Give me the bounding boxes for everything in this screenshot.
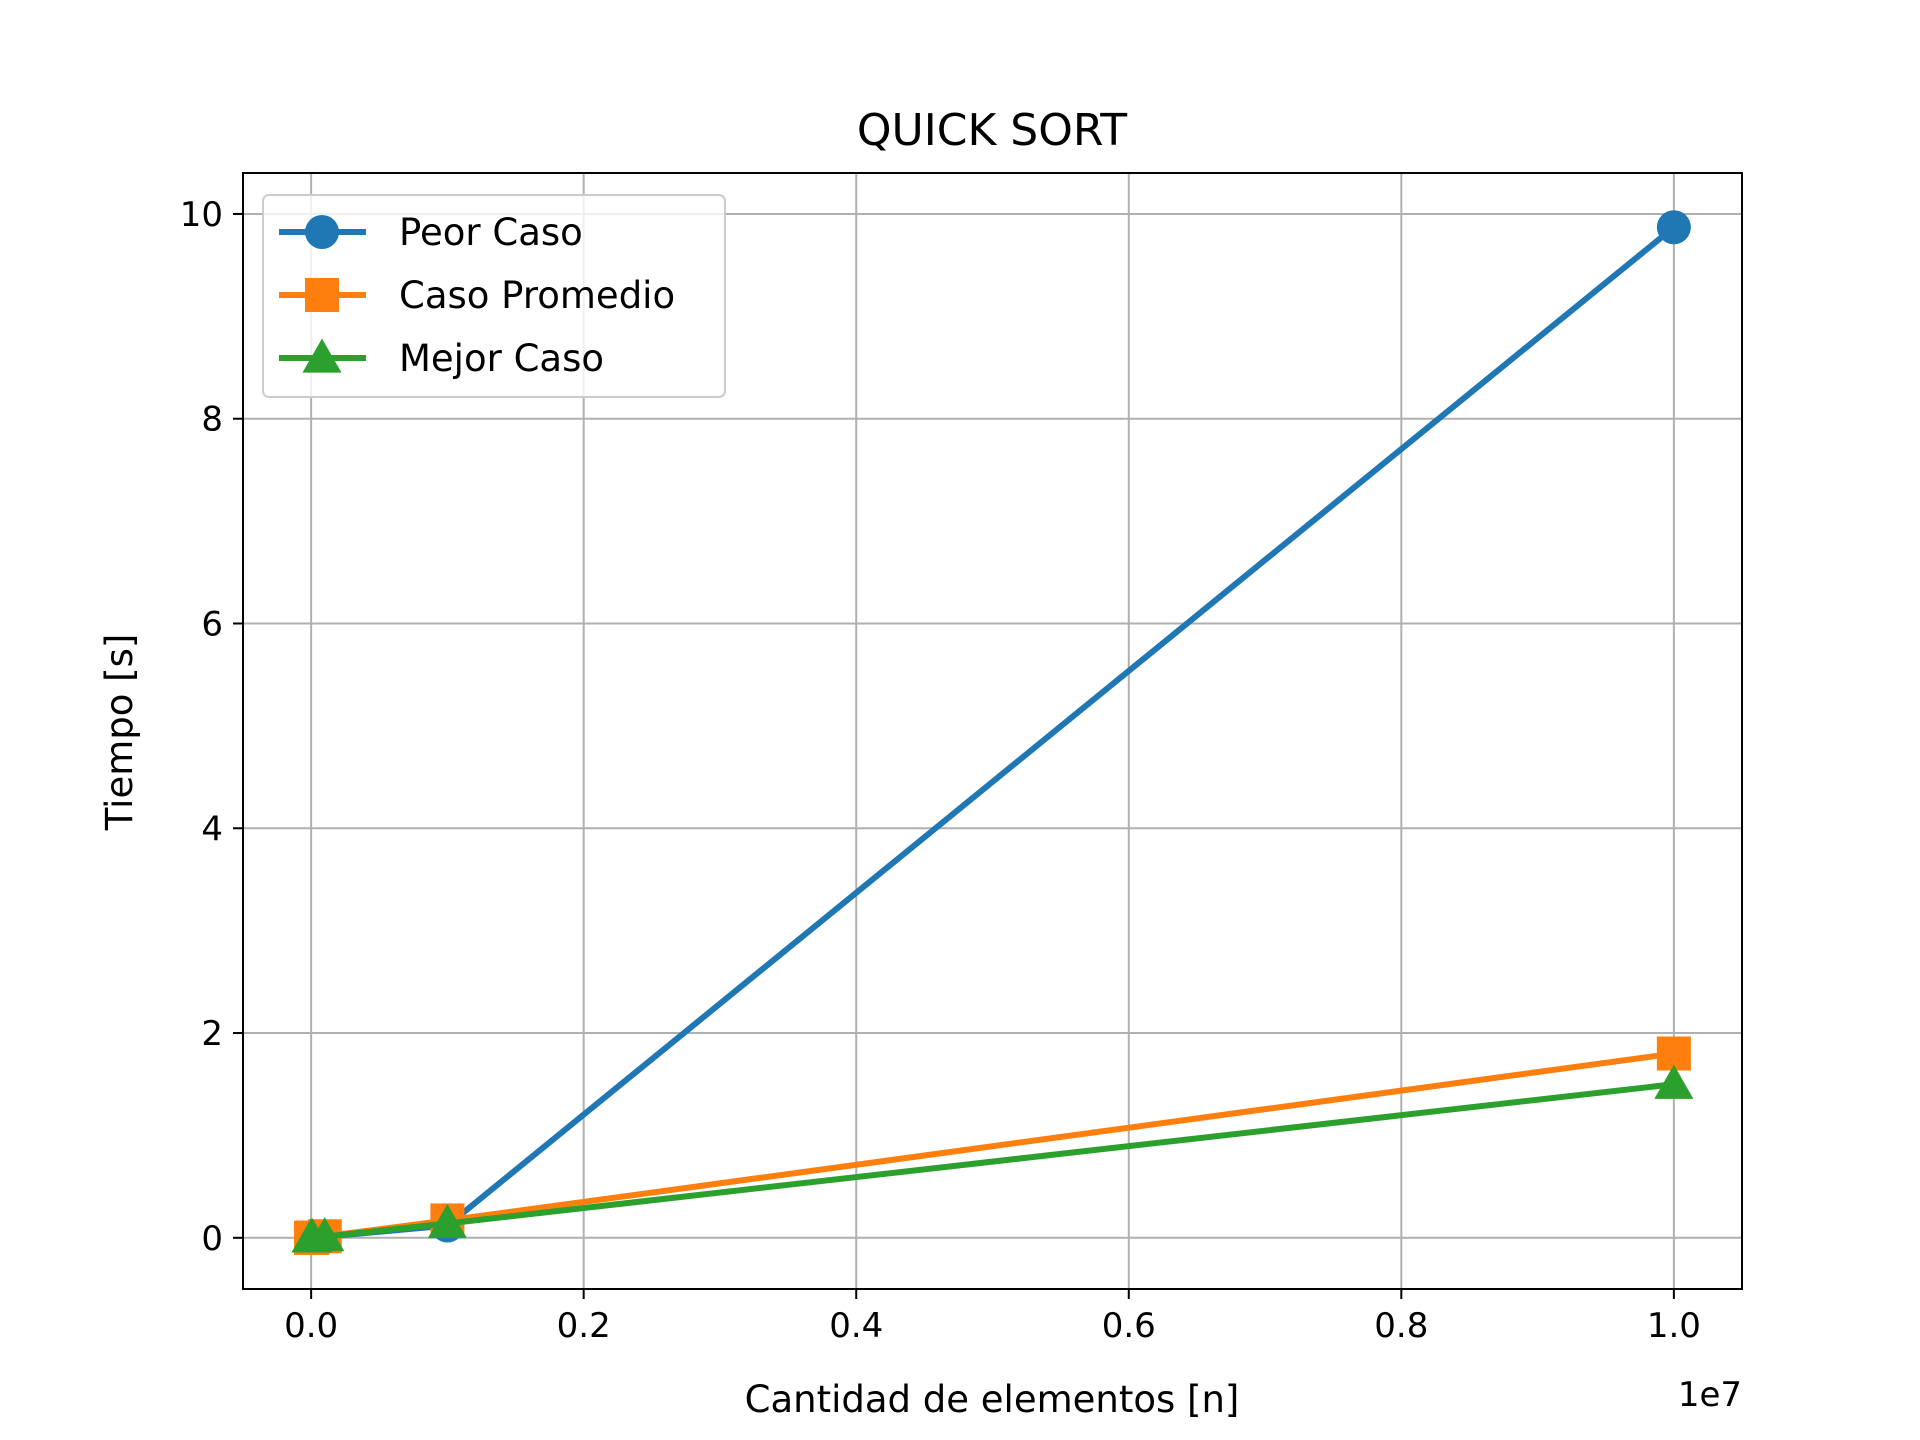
x-tick-label: 0.2 xyxy=(557,1306,611,1346)
legend: Peor Caso Caso Promedio Mejor Caso xyxy=(262,194,726,398)
legend-swatch-marker xyxy=(305,215,339,249)
legend-entry: Caso Promedio xyxy=(279,274,675,317)
legend-entry: Mejor Caso xyxy=(279,337,604,380)
legend-label: Mejor Caso xyxy=(399,337,604,380)
data-point xyxy=(1654,1064,1694,1099)
y-tick-label: 6 xyxy=(201,604,223,644)
data-point xyxy=(1656,210,1691,245)
y-tick-label: 4 xyxy=(201,809,223,849)
legend-swatch-marker xyxy=(305,278,339,312)
x-tick-label: 0.6 xyxy=(1102,1306,1156,1346)
grid xyxy=(243,173,1742,1289)
plot-frame xyxy=(242,172,1743,1290)
y-tick-label: 0 xyxy=(201,1219,223,1259)
x-tick-label: 0.4 xyxy=(829,1306,883,1346)
x-axis-label: Cantidad de elementos [n] xyxy=(745,1378,1240,1421)
data-point xyxy=(305,1217,345,1252)
legend-label: Peor Caso xyxy=(399,211,583,254)
legend-box xyxy=(262,194,726,398)
x-tick-label: 0.0 xyxy=(284,1306,338,1346)
data-point xyxy=(427,1203,467,1239)
x-tick-label: 0.8 xyxy=(1374,1306,1428,1346)
y-tick-label: 10 xyxy=(180,195,223,235)
legend-entry: Peor Caso xyxy=(279,211,583,254)
x-tick-label: 1.0 xyxy=(1647,1306,1701,1346)
x-axis-offset-label: 1e7 xyxy=(1678,1375,1742,1415)
y-tick-label: 8 xyxy=(201,400,223,440)
legend-label: Caso Promedio xyxy=(399,274,675,317)
series-3 xyxy=(291,1064,1694,1253)
series-layer xyxy=(291,210,1694,1255)
legend-swatch-marker xyxy=(302,338,342,373)
chart-title: QUICK SORT xyxy=(857,105,1127,156)
ticks: 0.0 0.2 0.4 0.6 0.8 1.0 0 2 4 6 8 10 xyxy=(180,195,1701,1346)
y-tick-label: 2 xyxy=(201,1014,223,1054)
y-axis-label: Tiempo [s] xyxy=(98,634,141,832)
